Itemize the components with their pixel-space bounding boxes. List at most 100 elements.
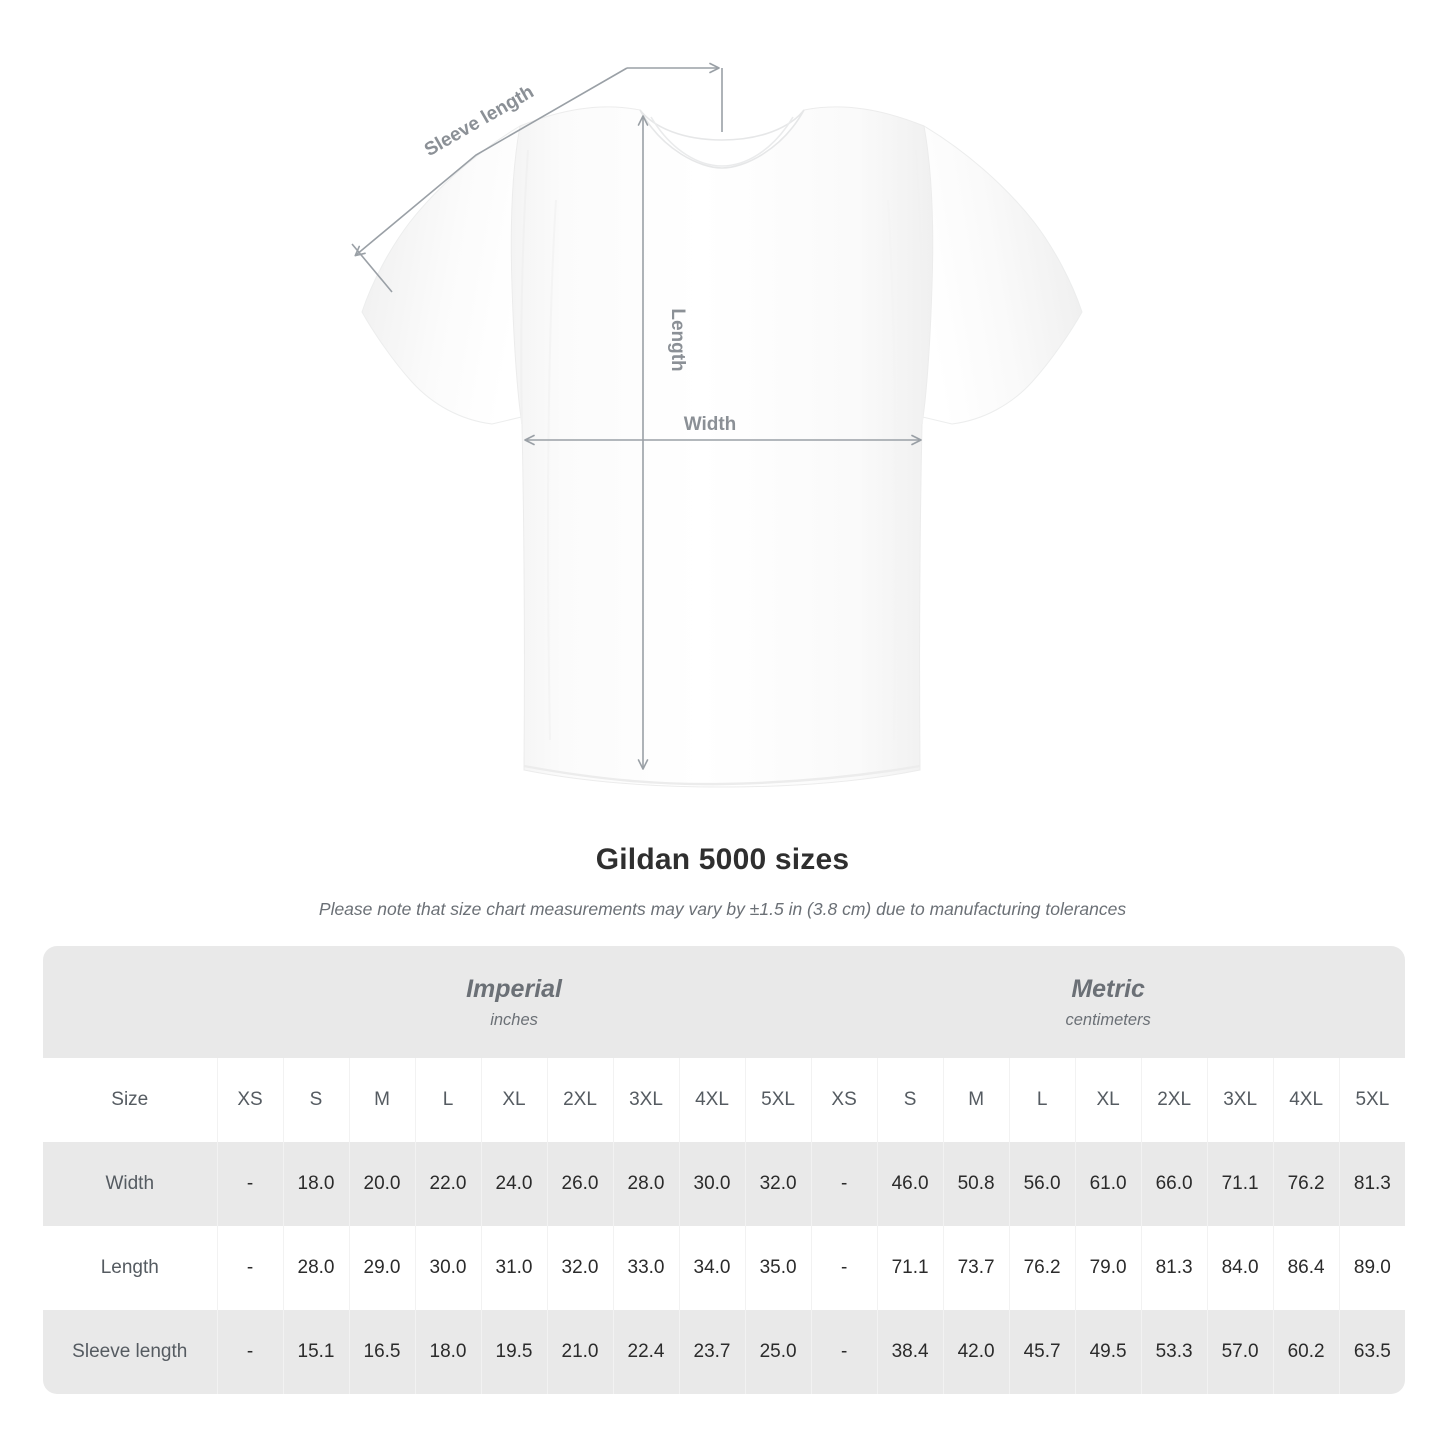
cell-width-imperial-2xl: 26.0: [546, 1142, 613, 1226]
col-header-imperial-l: L: [414, 1058, 481, 1142]
cell-length-imperial-xs: -: [216, 1226, 283, 1310]
cell-width-metric-4xl: 76.2: [1272, 1142, 1340, 1226]
width-label: Width: [684, 414, 737, 435]
metric-label: Metric: [1071, 974, 1145, 1003]
length-label: Length: [667, 308, 688, 371]
imperial-label: Imperial: [466, 974, 562, 1003]
cell-width-imperial-l: 22.0: [414, 1142, 481, 1226]
col-header-metric-xl: XL: [1074, 1058, 1142, 1142]
size-chart-table-wrap: Imperial inches Metric centimeters Size …: [43, 946, 1406, 1394]
cell-sleeve-metric-4xl: 60.2: [1272, 1310, 1340, 1394]
table-row: Length - 28.0 29.0 30.0 31.0 32.0 33.0 3…: [43, 1226, 1406, 1310]
cell-sleeve-imperial-4xl: 23.7: [678, 1310, 745, 1394]
tshirt-illustration: Sleeve length Length Width: [351, 62, 1083, 788]
cell-length-imperial-2xl: 32.0: [546, 1226, 613, 1310]
cell-length-imperial-l: 30.0: [414, 1226, 481, 1310]
cell-length-metric-xs: -: [810, 1226, 878, 1310]
row-label-sleeve-length: Sleeve length: [43, 1310, 217, 1394]
imperial-banner: Imperial inches: [217, 946, 812, 1058]
sleeve-seam-right: [915, 149, 924, 425]
cell-sleeve-metric-l: 45.7: [1008, 1310, 1076, 1394]
size-chart-table: Imperial inches Metric centimeters Size …: [43, 946, 1406, 1394]
cell-length-metric-4xl: 86.4: [1272, 1226, 1340, 1310]
cell-width-imperial-4xl: 30.0: [678, 1142, 745, 1226]
metric-banner: Metric centimeters: [811, 946, 1406, 1058]
col-header-imperial-3xl: 3XL: [612, 1058, 679, 1142]
cell-length-metric-2xl: 81.3: [1140, 1226, 1208, 1310]
col-header-imperial-s: S: [282, 1058, 349, 1142]
row-label-width: Width: [43, 1142, 217, 1226]
cell-length-imperial-m: 29.0: [348, 1226, 415, 1310]
cell-sleeve-metric-s: 38.4: [876, 1310, 944, 1394]
cell-width-imperial-s: 18.0: [282, 1142, 349, 1226]
col-header-metric-2xl: 2XL: [1140, 1058, 1208, 1142]
col-header-imperial-xs: XS: [216, 1058, 283, 1142]
cell-sleeve-metric-5xl: 63.5: [1338, 1310, 1406, 1394]
cell-length-imperial-3xl: 33.0: [612, 1226, 679, 1310]
col-header-metric-s: S: [876, 1058, 944, 1142]
cell-width-metric-m: 50.8: [942, 1142, 1010, 1226]
col-header-metric-3xl: 3XL: [1206, 1058, 1274, 1142]
col-header-metric-xs: XS: [810, 1058, 878, 1142]
cell-width-metric-xs: -: [810, 1142, 878, 1226]
imperial-sublabel: inches: [490, 1010, 538, 1029]
page-title: Gildan 5000 sizes: [595, 843, 850, 876]
cell-sleeve-imperial-l: 18.0: [414, 1310, 481, 1394]
row-label-length: Length: [43, 1226, 217, 1310]
collar-inner: [650, 116, 794, 167]
sleeve-length-tick-start: [351, 243, 393, 293]
col-header-imperial-2xl: 2XL: [546, 1058, 613, 1142]
cell-length-imperial-4xl: 34.0: [678, 1226, 745, 1310]
cell-width-imperial-xs: -: [216, 1142, 283, 1226]
cell-width-imperial-3xl: 28.0: [612, 1142, 679, 1226]
cell-width-imperial-xl: 24.0: [480, 1142, 547, 1226]
cell-sleeve-metric-xs: -: [810, 1310, 878, 1394]
tshirt-diagram-area: Sleeve length Length Width: [351, 62, 1083, 788]
cell-width-imperial-5xl: 32.0: [744, 1142, 812, 1226]
col-header-imperial-4xl: 4XL: [678, 1058, 745, 1142]
hem-shadow: [523, 764, 921, 786]
cell-width-metric-l: 56.0: [1008, 1142, 1076, 1226]
cell-width-metric-xl: 61.0: [1074, 1142, 1142, 1226]
cell-length-metric-5xl: 89.0: [1338, 1226, 1406, 1310]
measurement-annotations: [351, 62, 922, 770]
cell-length-metric-xl: 79.0: [1074, 1226, 1142, 1310]
col-header-metric-4xl: 4XL: [1272, 1058, 1340, 1142]
col-header-imperial-5xl: 5XL: [744, 1058, 812, 1142]
cell-sleeve-imperial-2xl: 21.0: [546, 1310, 613, 1394]
col-header-metric-l: L: [1008, 1058, 1076, 1142]
cell-length-metric-3xl: 84.0: [1206, 1226, 1274, 1310]
size-header-label: Size: [43, 1058, 217, 1142]
sleeve-length-arrow: [354, 67, 628, 257]
tshirt-body: [510, 106, 934, 788]
cell-length-metric-s: 71.1: [876, 1226, 944, 1310]
cell-sleeve-metric-xl: 49.5: [1074, 1310, 1142, 1394]
collar: [639, 109, 805, 169]
tshirt-shape: [361, 106, 1083, 788]
cell-sleeve-imperial-5xl: 25.0: [744, 1310, 812, 1394]
cell-length-metric-m: 73.7: [942, 1226, 1010, 1310]
cell-sleeve-imperial-3xl: 22.4: [612, 1310, 679, 1394]
cell-sleeve-imperial-m: 16.5: [348, 1310, 415, 1394]
right-sleeve: [909, 125, 1083, 425]
size-header-row: Size XS S M L XL 2XL 3XL 4XL 5XL XS S M …: [43, 1058, 1406, 1142]
title-block: Gildan 5000 sizes Please note that size …: [0, 840, 1445, 922]
cell-width-metric-s: 46.0: [876, 1142, 944, 1226]
cell-length-imperial-xl: 31.0: [480, 1226, 547, 1310]
cell-sleeve-imperial-s: 15.1: [282, 1310, 349, 1394]
banner-spacer: [43, 946, 217, 1058]
cell-width-metric-2xl: 66.0: [1140, 1142, 1208, 1226]
cell-sleeve-imperial-xs: -: [216, 1310, 283, 1394]
cell-width-metric-3xl: 71.1: [1206, 1142, 1274, 1226]
table-row: Width - 18.0 20.0 22.0 24.0 26.0 28.0 30…: [43, 1142, 1406, 1226]
cell-length-metric-l: 76.2: [1008, 1226, 1076, 1310]
tolerance-note: Please note that size chart measurements…: [318, 899, 1127, 919]
cell-width-imperial-m: 20.0: [348, 1142, 415, 1226]
cell-length-imperial-5xl: 35.0: [744, 1226, 812, 1310]
cell-sleeve-metric-m: 42.0: [942, 1310, 1010, 1394]
cell-sleeve-imperial-xl: 19.5: [480, 1310, 547, 1394]
cell-length-imperial-s: 28.0: [282, 1226, 349, 1310]
cell-sleeve-metric-2xl: 53.3: [1140, 1310, 1208, 1394]
sleeve-seam-left: [520, 149, 529, 425]
metric-sublabel: centimeters: [1065, 1010, 1151, 1029]
